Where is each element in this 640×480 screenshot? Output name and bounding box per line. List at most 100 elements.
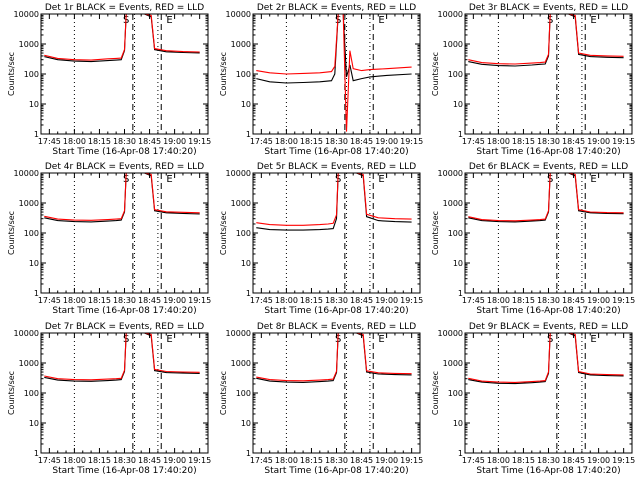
reference-lines bbox=[497, 333, 586, 453]
x-tick-label: 19:00 bbox=[587, 137, 610, 146]
chart-title: Det 7r BLACK = Events, RED = LLD bbox=[45, 322, 204, 332]
x-tick-label: 17:45 bbox=[462, 296, 485, 305]
x-tick-label: 18:30 bbox=[325, 456, 348, 465]
x-tick-label: 19:00 bbox=[163, 137, 186, 146]
x-tick-label: 19:15 bbox=[400, 456, 423, 465]
series-lld bbox=[468, 13, 624, 65]
x-tick-label: 18:45 bbox=[350, 296, 373, 305]
y-tick-label: 1000 bbox=[19, 359, 39, 368]
x-tick-label: 18:30 bbox=[113, 456, 136, 465]
reference-lines bbox=[73, 14, 162, 134]
y-axis-label: Counts/sec bbox=[431, 371, 440, 415]
plot-frame bbox=[40, 13, 209, 135]
series-lld bbox=[256, 172, 412, 226]
reference-lines bbox=[73, 173, 162, 293]
series-events bbox=[468, 332, 624, 385]
reference-lines bbox=[285, 173, 374, 293]
x-axis: 17:45 18:00 18:15 18:30 18:45 19:00 19:15 bbox=[250, 333, 423, 465]
y-tick-label: 1000 bbox=[19, 40, 39, 49]
chart-title: Det 4r BLACK = Events, RED = LLD bbox=[45, 162, 204, 172]
x-tick-label: 17:45 bbox=[462, 456, 485, 465]
x-tick-label: 18:15 bbox=[88, 456, 111, 465]
x-tick-label: 19:00 bbox=[375, 296, 398, 305]
y-axis: 1 10 100 1000 10000 bbox=[14, 10, 208, 139]
x-tick-label: 18:00 bbox=[63, 296, 86, 305]
x-tick-label: 19:00 bbox=[375, 137, 398, 146]
series-lld bbox=[256, 13, 412, 132]
x-axis-label: Start Time (16-Apr-08 17:40:20) bbox=[52, 466, 196, 476]
marker-e: E bbox=[166, 15, 172, 26]
marker-e: E bbox=[378, 174, 384, 185]
x-tick-label: 18:45 bbox=[138, 296, 161, 305]
x-tick-label: 18:00 bbox=[275, 456, 298, 465]
plot-frame bbox=[252, 172, 421, 294]
x-axis: 17:45 18:00 18:15 18:30 18:45 19:00 19:15 bbox=[250, 14, 423, 146]
x-tick-label: 18:45 bbox=[350, 456, 373, 465]
series-lld bbox=[256, 332, 412, 382]
series-events bbox=[256, 13, 412, 84]
y-tick-label: 10000 bbox=[14, 329, 39, 338]
x-tick-label: 19:15 bbox=[612, 137, 635, 146]
x-tick-label: 18:30 bbox=[325, 137, 348, 146]
x-axis-label: Start Time (16-Apr-08 17:40:20) bbox=[476, 147, 620, 157]
y-tick-label: 100 bbox=[236, 70, 251, 79]
x-tick-label: 18:15 bbox=[512, 296, 535, 305]
y-axis-label: Counts/sec bbox=[7, 371, 16, 415]
y-tick-label: 1 bbox=[246, 130, 251, 139]
y-tick-label: 100 bbox=[236, 389, 251, 398]
x-tick-label: 19:15 bbox=[612, 456, 635, 465]
x-tick-label: 18:45 bbox=[138, 137, 161, 146]
y-tick-label: 1 bbox=[34, 449, 39, 458]
x-axis: 17:45 18:00 18:15 18:30 18:45 19:00 19:15 bbox=[38, 333, 211, 465]
y-axis-label: Counts/sec bbox=[7, 52, 16, 96]
x-tick-label: 18:00 bbox=[487, 137, 510, 146]
y-tick-label: 100 bbox=[448, 389, 463, 398]
x-tick-label: 19:15 bbox=[612, 296, 635, 305]
y-tick-label: 10000 bbox=[14, 10, 39, 19]
series-lld bbox=[468, 332, 624, 383]
x-tick-label: 18:15 bbox=[88, 296, 111, 305]
y-axis: 1 10 100 1000 10000 bbox=[14, 169, 208, 298]
chart-title: Det 1r BLACK = Events, RED = LLD bbox=[45, 3, 204, 13]
x-tick-label: 18:15 bbox=[300, 456, 323, 465]
plot-frame bbox=[40, 172, 209, 294]
y-tick-label: 10 bbox=[241, 259, 251, 268]
x-axis-label: Start Time (16-Apr-08 17:40:20) bbox=[52, 306, 196, 316]
y-axis-label: Counts/sec bbox=[219, 371, 228, 415]
y-axis: 1 10 100 1000 10000 bbox=[226, 10, 420, 139]
series-events bbox=[468, 172, 624, 223]
y-tick-label: 10 bbox=[241, 419, 251, 428]
y-tick-label: 100 bbox=[24, 70, 39, 79]
marker-e: E bbox=[378, 15, 384, 26]
x-axis: 17:45 18:00 18:15 18:30 18:45 19:00 19:15 bbox=[462, 14, 635, 146]
y-tick-label: 1000 bbox=[231, 359, 251, 368]
x-tick-label: 18:45 bbox=[138, 456, 161, 465]
y-tick-label: 10 bbox=[453, 259, 463, 268]
x-tick-label: 18:30 bbox=[325, 296, 348, 305]
x-tick-label: 18:30 bbox=[537, 137, 560, 146]
plot-frame bbox=[40, 332, 209, 454]
x-tick-label: 18:00 bbox=[63, 137, 86, 146]
y-tick-label: 1 bbox=[458, 449, 463, 458]
y-tick-label: 1 bbox=[458, 130, 463, 139]
y-tick-label: 100 bbox=[236, 229, 251, 238]
y-tick-label: 10 bbox=[453, 100, 463, 109]
x-tick-label: 18:30 bbox=[537, 456, 560, 465]
chart-title: Det 2r BLACK = Events, RED = LLD bbox=[257, 3, 416, 13]
x-tick-label: 19:15 bbox=[188, 137, 211, 146]
y-tick-label: 10000 bbox=[14, 169, 39, 178]
series-lld bbox=[44, 172, 200, 221]
x-tick-label: 18:00 bbox=[275, 137, 298, 146]
y-tick-label: 100 bbox=[448, 70, 463, 79]
marker-e: E bbox=[166, 174, 172, 185]
x-axis-label: Start Time (16-Apr-08 17:40:20) bbox=[264, 466, 408, 476]
series-lld bbox=[44, 13, 200, 61]
y-tick-label: 10000 bbox=[438, 329, 463, 338]
y-tick-label: 10000 bbox=[226, 10, 251, 19]
